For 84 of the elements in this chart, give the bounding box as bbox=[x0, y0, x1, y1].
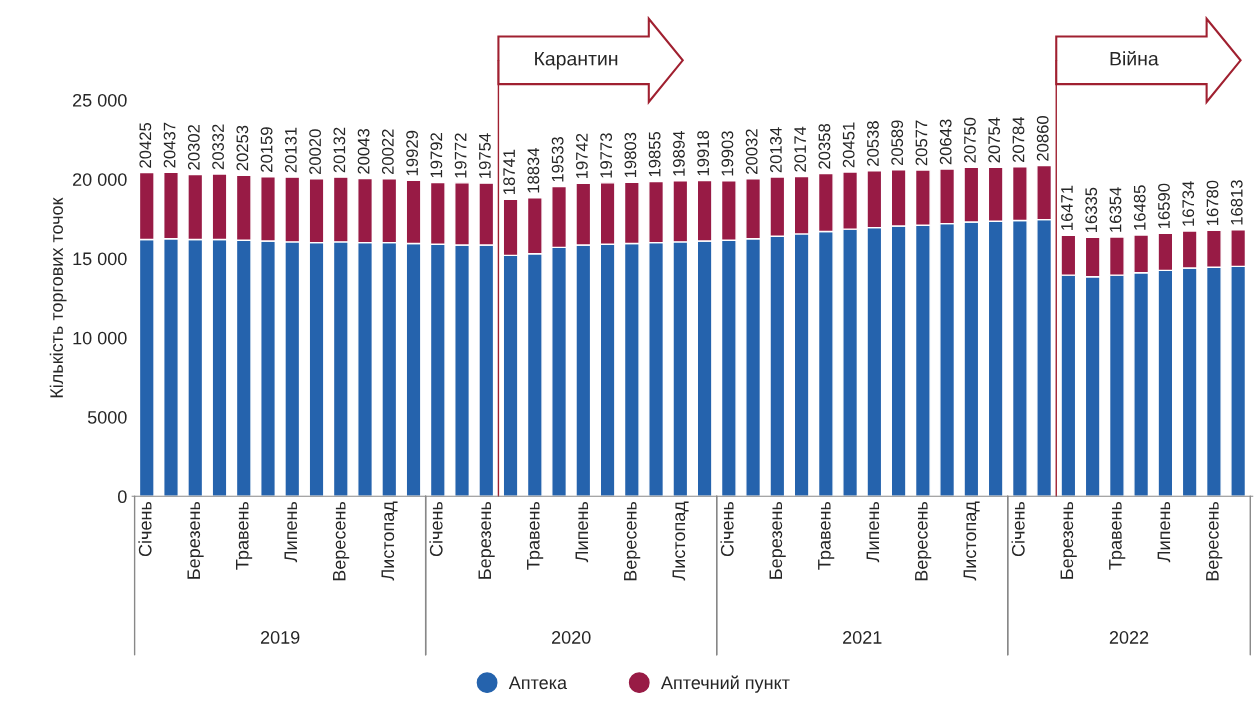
total-label: 19855 bbox=[648, 131, 661, 177]
total-label: 20437 bbox=[163, 122, 176, 168]
x-tick-label: Травень bbox=[236, 501, 253, 570]
legend-label: Аптека bbox=[508, 676, 568, 690]
text: 2020 bbox=[552, 631, 591, 644]
x-tick-label: Січень bbox=[138, 501, 152, 557]
total-label: 20577 bbox=[915, 120, 928, 166]
total-label: 16590 bbox=[1158, 183, 1170, 229]
y-tick-label: 5000 bbox=[87, 410, 127, 424]
total-label: 19918 bbox=[697, 130, 710, 176]
total-label: 20302 bbox=[187, 124, 200, 170]
total-label: 20253 bbox=[236, 125, 249, 171]
x-tick-label: Травень bbox=[818, 501, 835, 570]
total-label: 19533 bbox=[551, 137, 564, 182]
y-tick-label: 0 bbox=[118, 490, 127, 504]
text: 2021 bbox=[843, 631, 882, 644]
total-label: 20643 bbox=[939, 119, 952, 165]
total-label: 18834 bbox=[527, 147, 540, 193]
x-tick-label: Липень bbox=[284, 501, 298, 563]
total-label: 19803 bbox=[624, 132, 637, 178]
x-tick-label: Вересень bbox=[624, 501, 641, 581]
total-label: 20451 bbox=[842, 122, 855, 168]
y-tick-label: 10 000 bbox=[73, 331, 127, 345]
total-label: 20860 bbox=[1036, 115, 1049, 161]
x-tick-label: Травень bbox=[1109, 501, 1126, 570]
x-tick-label: Липень bbox=[1157, 501, 1171, 563]
x-tick-label: Вересень bbox=[333, 501, 350, 581]
x-tick-label: Липень bbox=[866, 501, 880, 563]
total-label: 18741 bbox=[503, 149, 516, 194]
x-tick-label: Листопад bbox=[381, 501, 398, 581]
total-label: 19754 bbox=[478, 133, 491, 178]
x-tick-label: Березень bbox=[187, 501, 204, 579]
total-label: 20358 bbox=[818, 123, 831, 169]
total-label: 16354 bbox=[1109, 187, 1122, 232]
x-tick-label: Березень bbox=[478, 501, 495, 579]
x-tick-label: Січень bbox=[429, 501, 443, 557]
text: Війна bbox=[1110, 50, 1159, 66]
total-label: 19772 bbox=[454, 133, 467, 178]
y-tick-label: 25 000 bbox=[73, 93, 127, 107]
total-label: 20538 bbox=[867, 121, 879, 166]
y-tick-label: 15 000 bbox=[73, 252, 127, 266]
total-label: 16813 bbox=[1230, 180, 1243, 225]
total-label: 16471 bbox=[1061, 185, 1073, 230]
total-label: 16485 bbox=[1133, 185, 1146, 230]
total-label: 16780 bbox=[1206, 180, 1219, 226]
total-label: 20132 bbox=[333, 127, 346, 173]
text: 2019 bbox=[260, 631, 300, 644]
text: Карантин bbox=[535, 51, 618, 70]
total-label: 20043 bbox=[357, 128, 370, 174]
x-tick-label: Січень bbox=[1011, 501, 1025, 557]
x-tick-label: Листопад bbox=[963, 501, 980, 581]
total-label: 20784 bbox=[1012, 116, 1025, 162]
total-label: 19894 bbox=[673, 131, 685, 176]
total-label: 20754 bbox=[988, 117, 1001, 163]
total-label: 19903 bbox=[721, 131, 734, 176]
total-label: 16734 bbox=[1182, 181, 1195, 226]
total-label: 19773 bbox=[600, 133, 613, 178]
total-label: 20134 bbox=[770, 127, 782, 173]
y-tick-label: 20 000 bbox=[73, 173, 127, 186]
total-label: 20022 bbox=[381, 129, 394, 175]
total-label: 20750 bbox=[964, 117, 976, 163]
legend-label: Аптечний пункт bbox=[660, 675, 790, 693]
total-label: 20332 bbox=[212, 124, 224, 170]
x-tick-label: Березень bbox=[769, 501, 786, 579]
x-tick-label: Вересень bbox=[1206, 501, 1223, 581]
total-label: 20425 bbox=[139, 122, 152, 168]
total-label: 20020 bbox=[309, 129, 321, 175]
y-axis-title: Кількість торгових точок bbox=[49, 197, 67, 398]
total-label: 20589 bbox=[891, 120, 904, 166]
total-label: 20131 bbox=[284, 127, 297, 173]
total-label: 20159 bbox=[260, 127, 273, 172]
total-label: 19792 bbox=[430, 133, 443, 178]
total-label: 20032 bbox=[745, 129, 758, 174]
total-label: 19929 bbox=[406, 130, 419, 176]
text: 2022 bbox=[1109, 631, 1149, 644]
x-tick-label: Листопад bbox=[672, 501, 689, 581]
total-label: 16335 bbox=[1085, 187, 1098, 233]
x-tick-label: Травень bbox=[527, 501, 544, 570]
x-tick-label: Березень bbox=[1060, 501, 1077, 579]
total-label: 20174 bbox=[794, 126, 807, 172]
x-tick-label: Вересень bbox=[915, 501, 932, 581]
total-label: 19742 bbox=[575, 133, 588, 179]
x-tick-label: Липень bbox=[575, 501, 589, 563]
x-tick-label: Січень bbox=[720, 501, 734, 557]
